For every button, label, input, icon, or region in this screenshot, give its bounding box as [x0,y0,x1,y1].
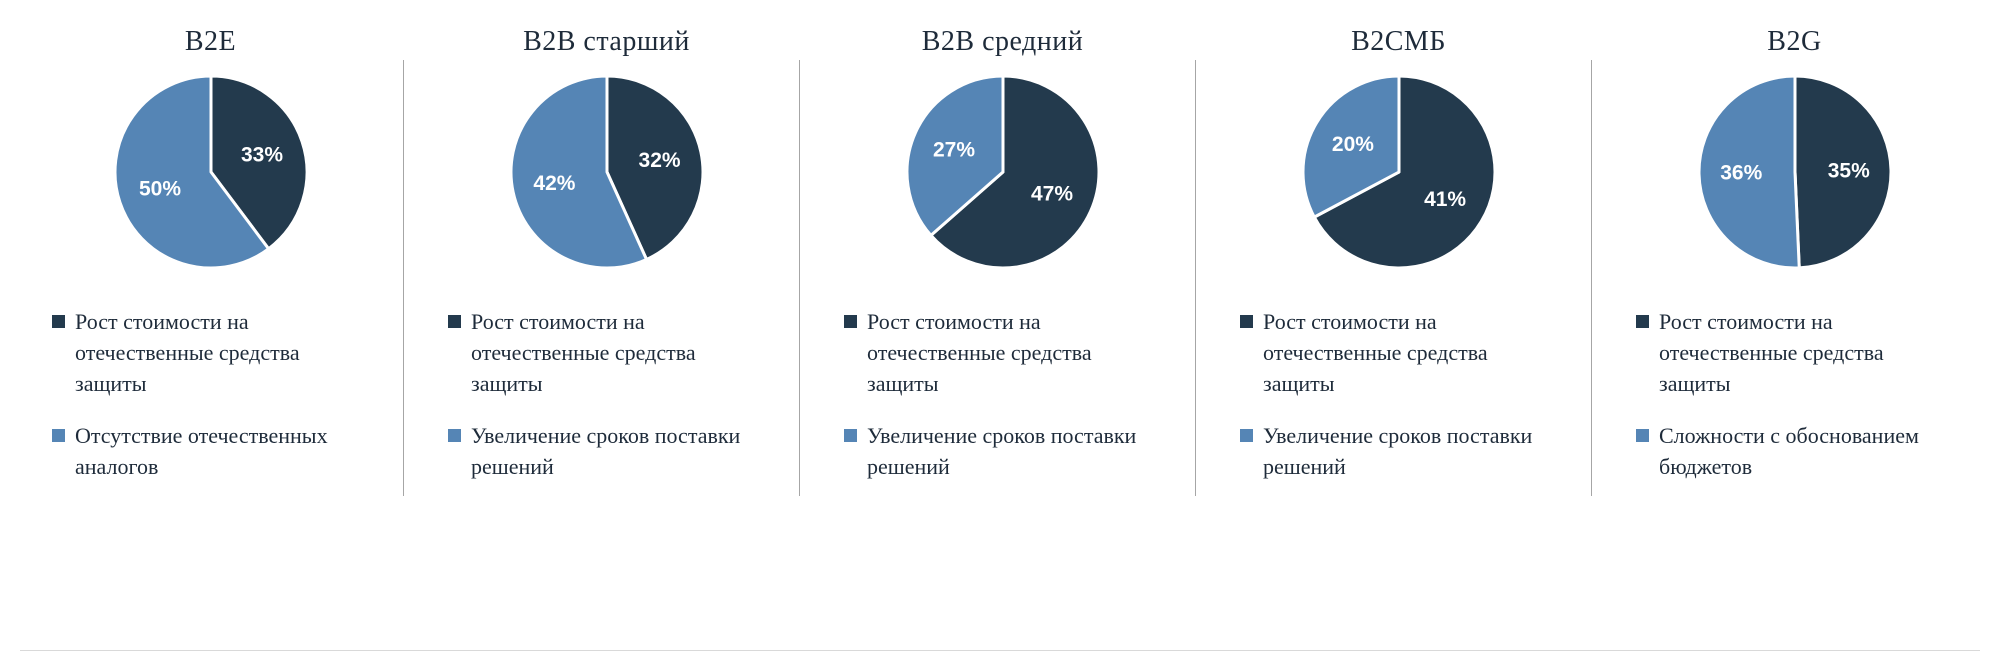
legend-marker-dark [844,315,857,328]
legend-marker-dark [448,315,461,328]
legend-marker-dark [1240,315,1253,328]
legend-item: Увеличение сроков поставки решений [448,420,765,482]
pie-chart: 41% 20% [1299,72,1499,272]
pie-slice [605,74,704,261]
pie-percent-label: 32% [638,149,680,172]
pie-percent-label: 33% [240,144,282,167]
legend-item: Рост стоимости на отечественные средства… [1240,306,1557,400]
legend: Рост стоимости на отечественные средства… [1240,306,1557,482]
legend-label: Рост стоимости на отечественные средства… [1659,309,1884,397]
panel-b2g: B2G 35% 36% Рост стоимости на отечественн… [1592,0,1987,659]
legend-label: Рост стоимости на отечественные средства… [867,309,1092,397]
pie-slice [928,74,1100,270]
panel-divider [1591,60,1592,496]
pie-chart: 32% 42% [507,72,707,272]
pie-percent-label: 47% [1030,183,1072,206]
pie-slice [1312,74,1496,270]
panel-divider [799,60,800,496]
legend-marker-dark [1636,315,1649,328]
pie-percent-label: 36% [1720,162,1762,185]
legend-marker-blue [1636,428,1649,442]
legend-marker-blue [844,428,857,442]
legend-label: Увеличение сроков поставки решений [1263,422,1533,479]
legend-marker-blue [1240,428,1253,442]
panel-b2b-middle: B2B средний 47% 27% Рост стоимости на оте… [800,0,1195,659]
pie-percent-label: 50% [138,177,180,200]
legend-item: Увеличение сроков поставки решений [844,420,1161,482]
panel-title: B2E [184,26,237,57]
panel-b2smb: B2СМБ 41% 20% Рост стоимости на отечестве… [1196,0,1591,659]
legend-marker-blue [448,428,461,442]
pie-percent-label: 35% [1827,159,1869,182]
legend-label: Увеличение сроков поставки решений [471,422,741,479]
legend-item: Увеличение сроков поставки решений [1240,420,1557,482]
panel-b2e: B2E 33% 50% Рост стоимости на отечественн… [8,0,403,659]
legend-marker-blue [52,428,65,442]
pie-slice [1697,74,1801,270]
pie-slice [1301,74,1400,219]
legend-item: Отсутствие отечественных аналогов [52,420,369,482]
legend-label: Увеличение сроков поставки решений [867,422,1137,479]
pie-slice [1793,74,1892,270]
panel-title: B2СМБ [1351,26,1446,57]
pie-percent-label: 41% [1424,188,1466,211]
legend: Рост стоимости на отечественные средства… [448,306,765,482]
pie-slice [509,74,648,270]
legend: Рост стоимости на отечественные средства… [1636,306,1953,482]
legend-item: Рост стоимости на отечественные средства… [1636,306,1953,400]
pie-slice [209,74,308,251]
legend-item: Сложности с обоснованием бюджетов [1636,420,1953,482]
pie-slice [113,74,270,270]
panel-divider [1195,60,1196,496]
panel-title: B2B средний [921,26,1084,57]
panel-b2b-senior: B2B старший 32% 42% Рост стоимости на оте… [404,0,799,659]
legend: Рост стоимости на отечественные средства… [844,306,1161,482]
panel-title: B2B старший [523,26,690,57]
bottom-border-line [20,650,1980,651]
pie-chart: 35% 36% [1695,72,1895,272]
legend-label: Рост стоимости на отечественные средства… [471,309,696,397]
legend-item: Рост стоимости на отечественные средства… [448,306,765,400]
pie-slice [905,74,1004,237]
pie-chart: 33% 50% [111,72,311,272]
pie-chart: 47% 27% [903,72,1103,272]
legend-label: Сложности с обоснованием бюджетов [1659,422,1919,479]
legend-item: Рост стоимости на отечественные средства… [844,306,1161,400]
pie-percent-label: 20% [1331,133,1373,156]
legend-item: Рост стоимости на отечественные средства… [52,306,369,400]
panel-title: B2G [1767,26,1822,57]
legend-label: Рост стоимости на отечественные средства… [1263,309,1488,397]
legend: Рост стоимости на отечественные средства… [52,306,369,482]
pie-percent-label: 42% [533,172,575,195]
legend-marker-dark [52,315,65,328]
pie-percent-label: 27% [932,138,974,161]
legend-label: Отсутствие отечественных аналогов [75,422,328,479]
legend-label: Рост стоимости на отечественные средства… [75,309,300,397]
panel-divider [403,60,404,496]
